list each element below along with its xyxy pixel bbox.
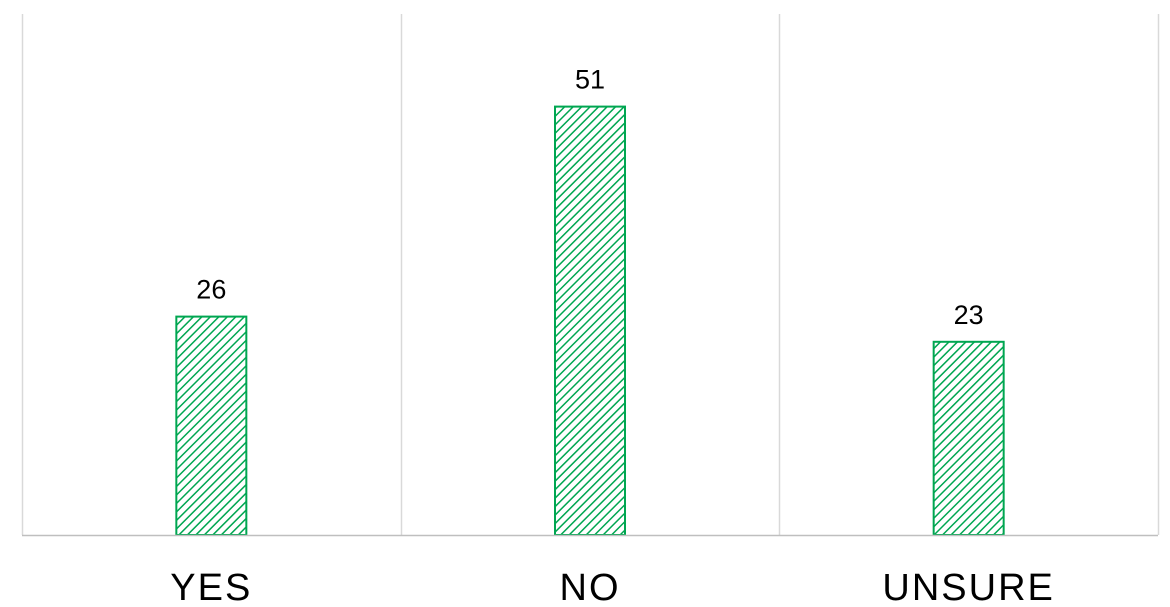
data-label-no: 51: [575, 65, 605, 95]
bar-unsure: [934, 342, 1004, 535]
data-label-unsure: 23: [954, 300, 984, 330]
bar-no: [555, 107, 625, 535]
tick-label-unsure: UNSURE: [882, 567, 1054, 607]
bar-yes: [176, 317, 246, 535]
tick-label-no: NO: [560, 567, 621, 607]
tick-label-yes: YES: [170, 567, 252, 607]
bars: [176, 107, 1003, 535]
category-axis: YES NO UNSURE: [22, 536, 1158, 607]
data-label-yes: 26: [196, 275, 226, 305]
